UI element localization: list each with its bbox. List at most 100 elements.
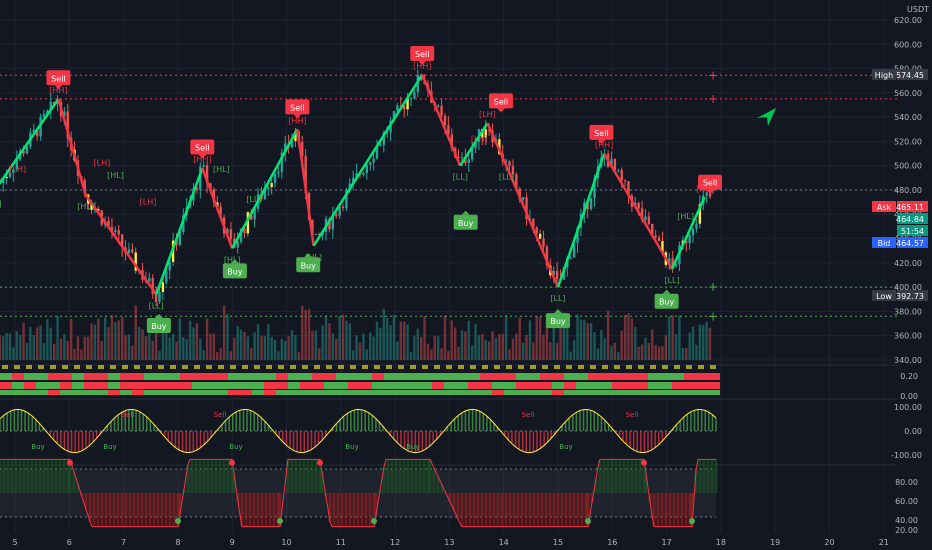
volume-bar (90, 323, 93, 360)
strip-tick (242, 365, 248, 369)
volume-bar (66, 341, 69, 360)
strip-cell (564, 373, 576, 380)
candle-body (110, 226, 114, 233)
candle-body (216, 202, 219, 207)
volume-bar (685, 347, 688, 360)
sell-signal[interactable]: Sell (46, 70, 71, 90)
volume-bar (549, 342, 552, 360)
sell-signal[interactable]: Sell (698, 174, 723, 194)
strip-cell (120, 382, 132, 389)
osc-line (0, 408, 717, 454)
svg-text:464.57: 464.57 (896, 239, 924, 248)
volume-bar (52, 343, 56, 360)
volume-bar (426, 343, 430, 360)
strip-cell (288, 390, 300, 395)
candle-body (107, 220, 110, 227)
strip-cell (228, 390, 240, 395)
zigzag-segment (0, 98, 60, 185)
candle-body (610, 159, 613, 168)
strip-cell (204, 373, 216, 380)
candle-body (617, 170, 620, 172)
strip-cell (336, 390, 348, 395)
candle-body (239, 228, 243, 242)
strip-cell (168, 390, 180, 395)
candle-body (117, 230, 120, 235)
sell-signal[interactable]: Sell (410, 46, 435, 65)
volume-bar (464, 331, 467, 360)
volume-bar (681, 347, 685, 360)
svg-text:Sell: Sell (594, 129, 608, 138)
candle-body (470, 148, 474, 160)
buy-signal[interactable]: Buy (546, 309, 570, 329)
buy-signal[interactable]: Buy (146, 314, 171, 333)
strip-cell (660, 382, 672, 389)
volume-bar (29, 326, 32, 360)
volume-bar (708, 327, 712, 360)
volume-bar (195, 323, 199, 360)
volume-bar (651, 329, 654, 360)
volume-bar (107, 326, 110, 360)
strip-cell (156, 373, 168, 380)
volume-bar (399, 321, 402, 360)
strip-tick (530, 365, 536, 369)
volume-bar (674, 334, 678, 360)
time-tick: 19 (770, 538, 780, 547)
volume-bar (56, 315, 59, 360)
strip-cell (480, 373, 492, 380)
stoch-dot (67, 459, 73, 466)
price-label-current: 51:54 (897, 225, 928, 236)
candle-body (35, 129, 39, 137)
volume-bar (290, 330, 294, 360)
sell-signal[interactable]: Sell (488, 93, 513, 113)
strip-cell (132, 390, 144, 395)
candle-body (301, 141, 304, 157)
volume-bar (433, 335, 436, 360)
volume-bar (372, 336, 375, 360)
svg-text:51:54: 51:54 (901, 227, 924, 236)
buy-signal[interactable]: Buy (222, 259, 247, 279)
strip-cell (168, 373, 180, 380)
strip-cell (564, 390, 576, 395)
candle-body (32, 129, 35, 133)
volume-bar (243, 331, 246, 360)
volume-bar (396, 341, 399, 360)
strip-cell (420, 382, 432, 389)
candle-body (154, 293, 158, 302)
level-marker: + (708, 68, 718, 82)
volume-bar (613, 342, 617, 360)
volume-bar (165, 333, 168, 360)
volume-bar (447, 351, 450, 360)
osc-tick-label: 0.00 (904, 427, 922, 436)
volume-bar (131, 345, 134, 360)
volume-bar (423, 316, 426, 360)
volume-bar (19, 335, 22, 360)
candle-body (654, 235, 657, 238)
stoch-dot (277, 518, 283, 524)
volume-bar (572, 340, 576, 360)
buy-signal[interactable]: Buy (453, 210, 478, 230)
strip-tick (134, 365, 140, 369)
price-label-high: High 574.45 (872, 69, 928, 80)
strip-cell (348, 390, 360, 395)
candle-body (318, 233, 321, 236)
strip-cell (300, 390, 312, 395)
candle-body (691, 228, 695, 236)
buy-signal[interactable]: Buy (654, 289, 679, 309)
sell-signal[interactable]: Sell (589, 124, 614, 144)
svg-text:Buy: Buy (301, 261, 317, 270)
strip-tick (98, 365, 104, 369)
candle-body (644, 216, 647, 220)
sell-signal[interactable]: Sell (285, 99, 310, 119)
volume-bar (627, 313, 630, 360)
buy-signal[interactable]: Buy (296, 253, 321, 273)
svg-text:Sell: Sell (494, 97, 508, 106)
candle-body (685, 240, 688, 244)
level-marker: + (708, 309, 718, 323)
svg-text:574.45: 574.45 (896, 71, 924, 80)
signal-markers[interactable]: Sell Sell Sell Sell Sell Sell Sell Buy Buy Buy Buy… (46, 46, 723, 333)
strip-cell (12, 390, 24, 395)
zigzag-segment (603, 152, 674, 270)
strip-tick (626, 365, 632, 369)
sell-signal[interactable]: Sell (190, 139, 215, 159)
